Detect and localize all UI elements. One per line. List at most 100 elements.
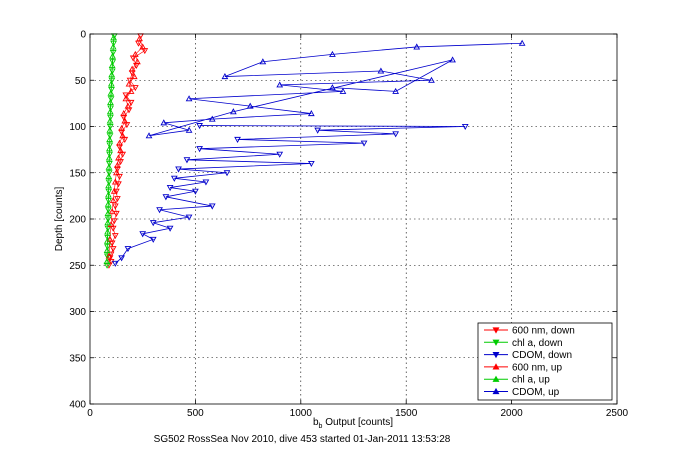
data-point bbox=[106, 145, 113, 152]
data-point bbox=[104, 209, 112, 216]
data-point bbox=[360, 140, 368, 147]
data-point bbox=[104, 191, 112, 198]
data-point bbox=[428, 76, 435, 83]
data-point bbox=[103, 246, 111, 253]
data-point bbox=[175, 166, 182, 173]
data-point bbox=[185, 126, 193, 133]
data-point bbox=[128, 65, 136, 72]
legend-entry: 600 nm, up bbox=[484, 362, 562, 373]
data-point bbox=[116, 173, 123, 180]
data-point bbox=[122, 95, 130, 102]
x-tick-labels: 0 500 1000 1500 2000 2500 bbox=[87, 408, 628, 419]
y-tick-label: 400 bbox=[69, 400, 86, 411]
y-tick-label: 300 bbox=[69, 307, 86, 318]
data-point bbox=[103, 262, 111, 269]
data-point bbox=[110, 34, 117, 41]
data-point bbox=[156, 207, 163, 214]
data-point bbox=[166, 185, 174, 192]
data-point bbox=[105, 252, 113, 259]
data-point bbox=[106, 135, 113, 142]
legend-marker bbox=[492, 375, 500, 382]
data-point bbox=[246, 102, 254, 109]
legend-marker bbox=[492, 351, 500, 359]
data-point bbox=[109, 52, 116, 59]
data-point bbox=[103, 258, 111, 265]
y-tick-label: 0 bbox=[80, 30, 86, 41]
gridlines bbox=[90, 34, 617, 404]
data-point bbox=[139, 43, 147, 50]
data-point bbox=[339, 87, 347, 94]
data-point bbox=[109, 59, 117, 66]
data-point bbox=[116, 139, 123, 146]
data-marks bbox=[103, 33, 526, 269]
x-tick-label: 1500 bbox=[395, 408, 418, 419]
x-tick-label: 2000 bbox=[500, 408, 523, 419]
data-point bbox=[229, 108, 237, 115]
data-point bbox=[125, 107, 133, 114]
data-point bbox=[221, 73, 229, 80]
data-point bbox=[183, 157, 191, 164]
data-point bbox=[145, 132, 153, 139]
data-point bbox=[149, 220, 157, 227]
x-tick-label: 2500 bbox=[606, 408, 629, 419]
data-point bbox=[109, 196, 117, 204]
data-point bbox=[307, 160, 315, 168]
data-point bbox=[122, 92, 130, 99]
data-point bbox=[114, 161, 121, 168]
series-line bbox=[115, 125, 466, 264]
data-point bbox=[108, 61, 116, 68]
data-point bbox=[134, 58, 141, 65]
legend-label: 600 nm, down bbox=[512, 326, 575, 337]
data-point bbox=[124, 246, 132, 253]
x-tick-label: 1000 bbox=[290, 408, 313, 419]
legend-entry: CDOM, down bbox=[484, 350, 572, 361]
x-axis-label: bb Output [counts] bbox=[313, 417, 393, 430]
data-point bbox=[111, 203, 119, 210]
data-point bbox=[103, 237, 111, 244]
legend-entry: chl a, down bbox=[484, 338, 563, 349]
data-point bbox=[115, 154, 122, 161]
data-point bbox=[107, 80, 115, 87]
y-tick-label: 350 bbox=[69, 353, 86, 364]
data-point bbox=[112, 188, 120, 195]
data-point bbox=[208, 203, 216, 210]
series-line bbox=[108, 35, 146, 266]
data-point bbox=[106, 235, 114, 242]
data-point bbox=[107, 259, 115, 266]
data-point bbox=[185, 95, 193, 102]
data-point bbox=[105, 182, 112, 189]
series-chl-a-up bbox=[103, 34, 117, 265]
data-point bbox=[160, 119, 168, 126]
data-point bbox=[192, 188, 199, 195]
data-point bbox=[118, 255, 125, 262]
data-point bbox=[377, 67, 385, 74]
data-point bbox=[307, 110, 315, 117]
series-cdom-up bbox=[145, 39, 526, 139]
data-point bbox=[108, 86, 115, 94]
data-point bbox=[202, 179, 210, 186]
data-point bbox=[106, 117, 114, 124]
data-point bbox=[276, 151, 284, 158]
legend-label: CDOM, down bbox=[512, 350, 572, 361]
chart-caption: SG502 RossSea Nov 2010, dive 453 started… bbox=[154, 434, 451, 445]
data-point bbox=[170, 175, 178, 182]
data-point bbox=[111, 233, 119, 240]
legend-entry: chl a, up bbox=[484, 375, 550, 386]
data-point bbox=[108, 68, 116, 75]
series-line bbox=[148, 42, 523, 137]
legend-label: 600 nm, up bbox=[512, 362, 562, 373]
data-point bbox=[112, 169, 120, 176]
data-point bbox=[125, 80, 133, 87]
data-point bbox=[127, 87, 135, 94]
data-point bbox=[104, 228, 111, 235]
data-point bbox=[110, 218, 118, 225]
data-point bbox=[109, 43, 117, 50]
data-point bbox=[461, 123, 469, 131]
series-cdom-down bbox=[111, 123, 469, 267]
x-axis-label-main: b bbox=[313, 417, 319, 428]
data-point bbox=[107, 98, 114, 105]
data-point bbox=[449, 56, 456, 63]
series-600-nm-up bbox=[105, 35, 147, 259]
legend-marker bbox=[492, 387, 500, 395]
data-point bbox=[234, 136, 241, 143]
